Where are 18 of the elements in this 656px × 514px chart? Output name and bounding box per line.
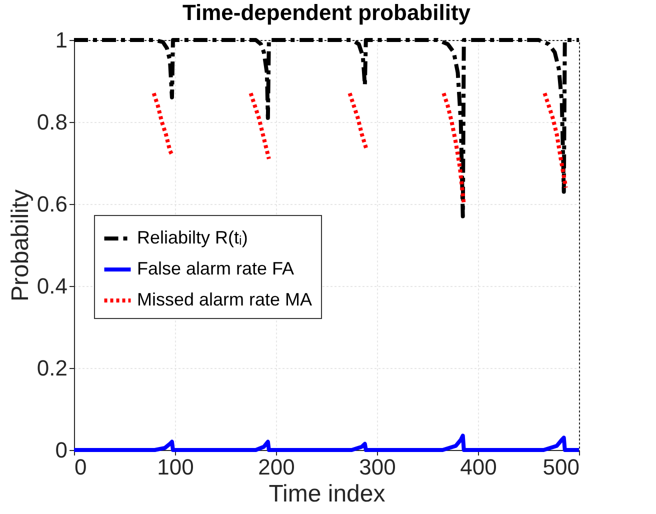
legend-label: Missed alarm rate MA xyxy=(137,290,312,310)
x-tick-label: 500 xyxy=(542,454,580,480)
x-tick-label: 0 xyxy=(74,454,87,480)
chart-title: Time-dependent probability xyxy=(182,0,472,25)
y-tick-label: 0 xyxy=(55,438,68,462)
y-axis-title: Probability xyxy=(6,189,34,302)
x-tick-label: 400 xyxy=(460,454,497,480)
y-tick-label: 0.2 xyxy=(36,356,68,380)
x-axis-title: Time index xyxy=(268,480,386,508)
y-tick-label: 0.8 xyxy=(36,110,68,134)
x-tick-label: 100 xyxy=(157,454,194,480)
legend-label: False alarm rate FA xyxy=(137,258,294,278)
y-tick-label: 1 xyxy=(55,28,68,52)
x-tick-label: 300 xyxy=(359,454,396,480)
x-tick-label: 200 xyxy=(258,454,295,480)
y-tick-label: 0.4 xyxy=(36,274,68,298)
y-tick-label: 0.6 xyxy=(36,192,68,216)
legend-label: Reliabilty R(tᵢ) xyxy=(137,228,248,248)
